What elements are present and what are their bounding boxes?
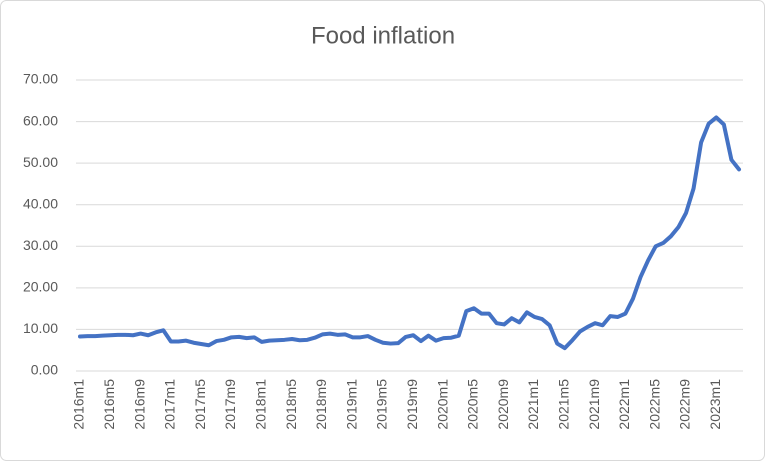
x-tick-label: 2016m9 (131, 379, 147, 430)
x-tick-label: 2021m5 (555, 379, 571, 430)
x-tick-label: 2017m5 (192, 379, 208, 430)
x-tick-label: 2017m1 (162, 379, 178, 430)
y-tick-label: 70.00 (23, 71, 58, 87)
x-tick-label: 2022m5 (646, 379, 662, 430)
y-tick-label: 50.00 (23, 154, 58, 170)
x-tick-label: 2018m1 (252, 379, 268, 430)
y-tick-label: 40.00 (23, 195, 58, 211)
x-tick-label: 2022m1 (616, 379, 632, 430)
x-tick-label: 2019m9 (404, 379, 420, 430)
x-tick-label: 2018m9 (313, 379, 329, 430)
x-tick-label: 2017m9 (222, 379, 238, 430)
x-tick-label: 2019m5 (374, 379, 390, 430)
x-tick-label: 2018m5 (283, 379, 299, 430)
x-tick-label: 2021m9 (586, 379, 602, 430)
y-tick-label: 20.00 (23, 279, 58, 295)
data-line (78, 115, 741, 351)
x-tick-label: 2020m5 (465, 379, 481, 430)
y-tick-label: 10.00 (23, 320, 58, 336)
y-tick-label: 30.00 (23, 237, 58, 253)
x-tick-label: 2021m1 (525, 379, 541, 430)
x-tick-label: 2019m1 (343, 379, 359, 430)
x-tick-label: 2022m9 (677, 379, 693, 430)
y-tick-label: 0.00 (31, 362, 58, 378)
y-tick-label: 60.00 (23, 112, 58, 128)
x-tick-label: 2020m1 (434, 379, 450, 430)
chart-title: Food inflation (311, 22, 455, 49)
x-tick-label: 2016m1 (71, 379, 87, 430)
x-tick-label: 2016m5 (101, 379, 117, 430)
x-tick-label: 2023m1 (707, 379, 723, 430)
x-tick-label: 2020m9 (495, 379, 511, 430)
